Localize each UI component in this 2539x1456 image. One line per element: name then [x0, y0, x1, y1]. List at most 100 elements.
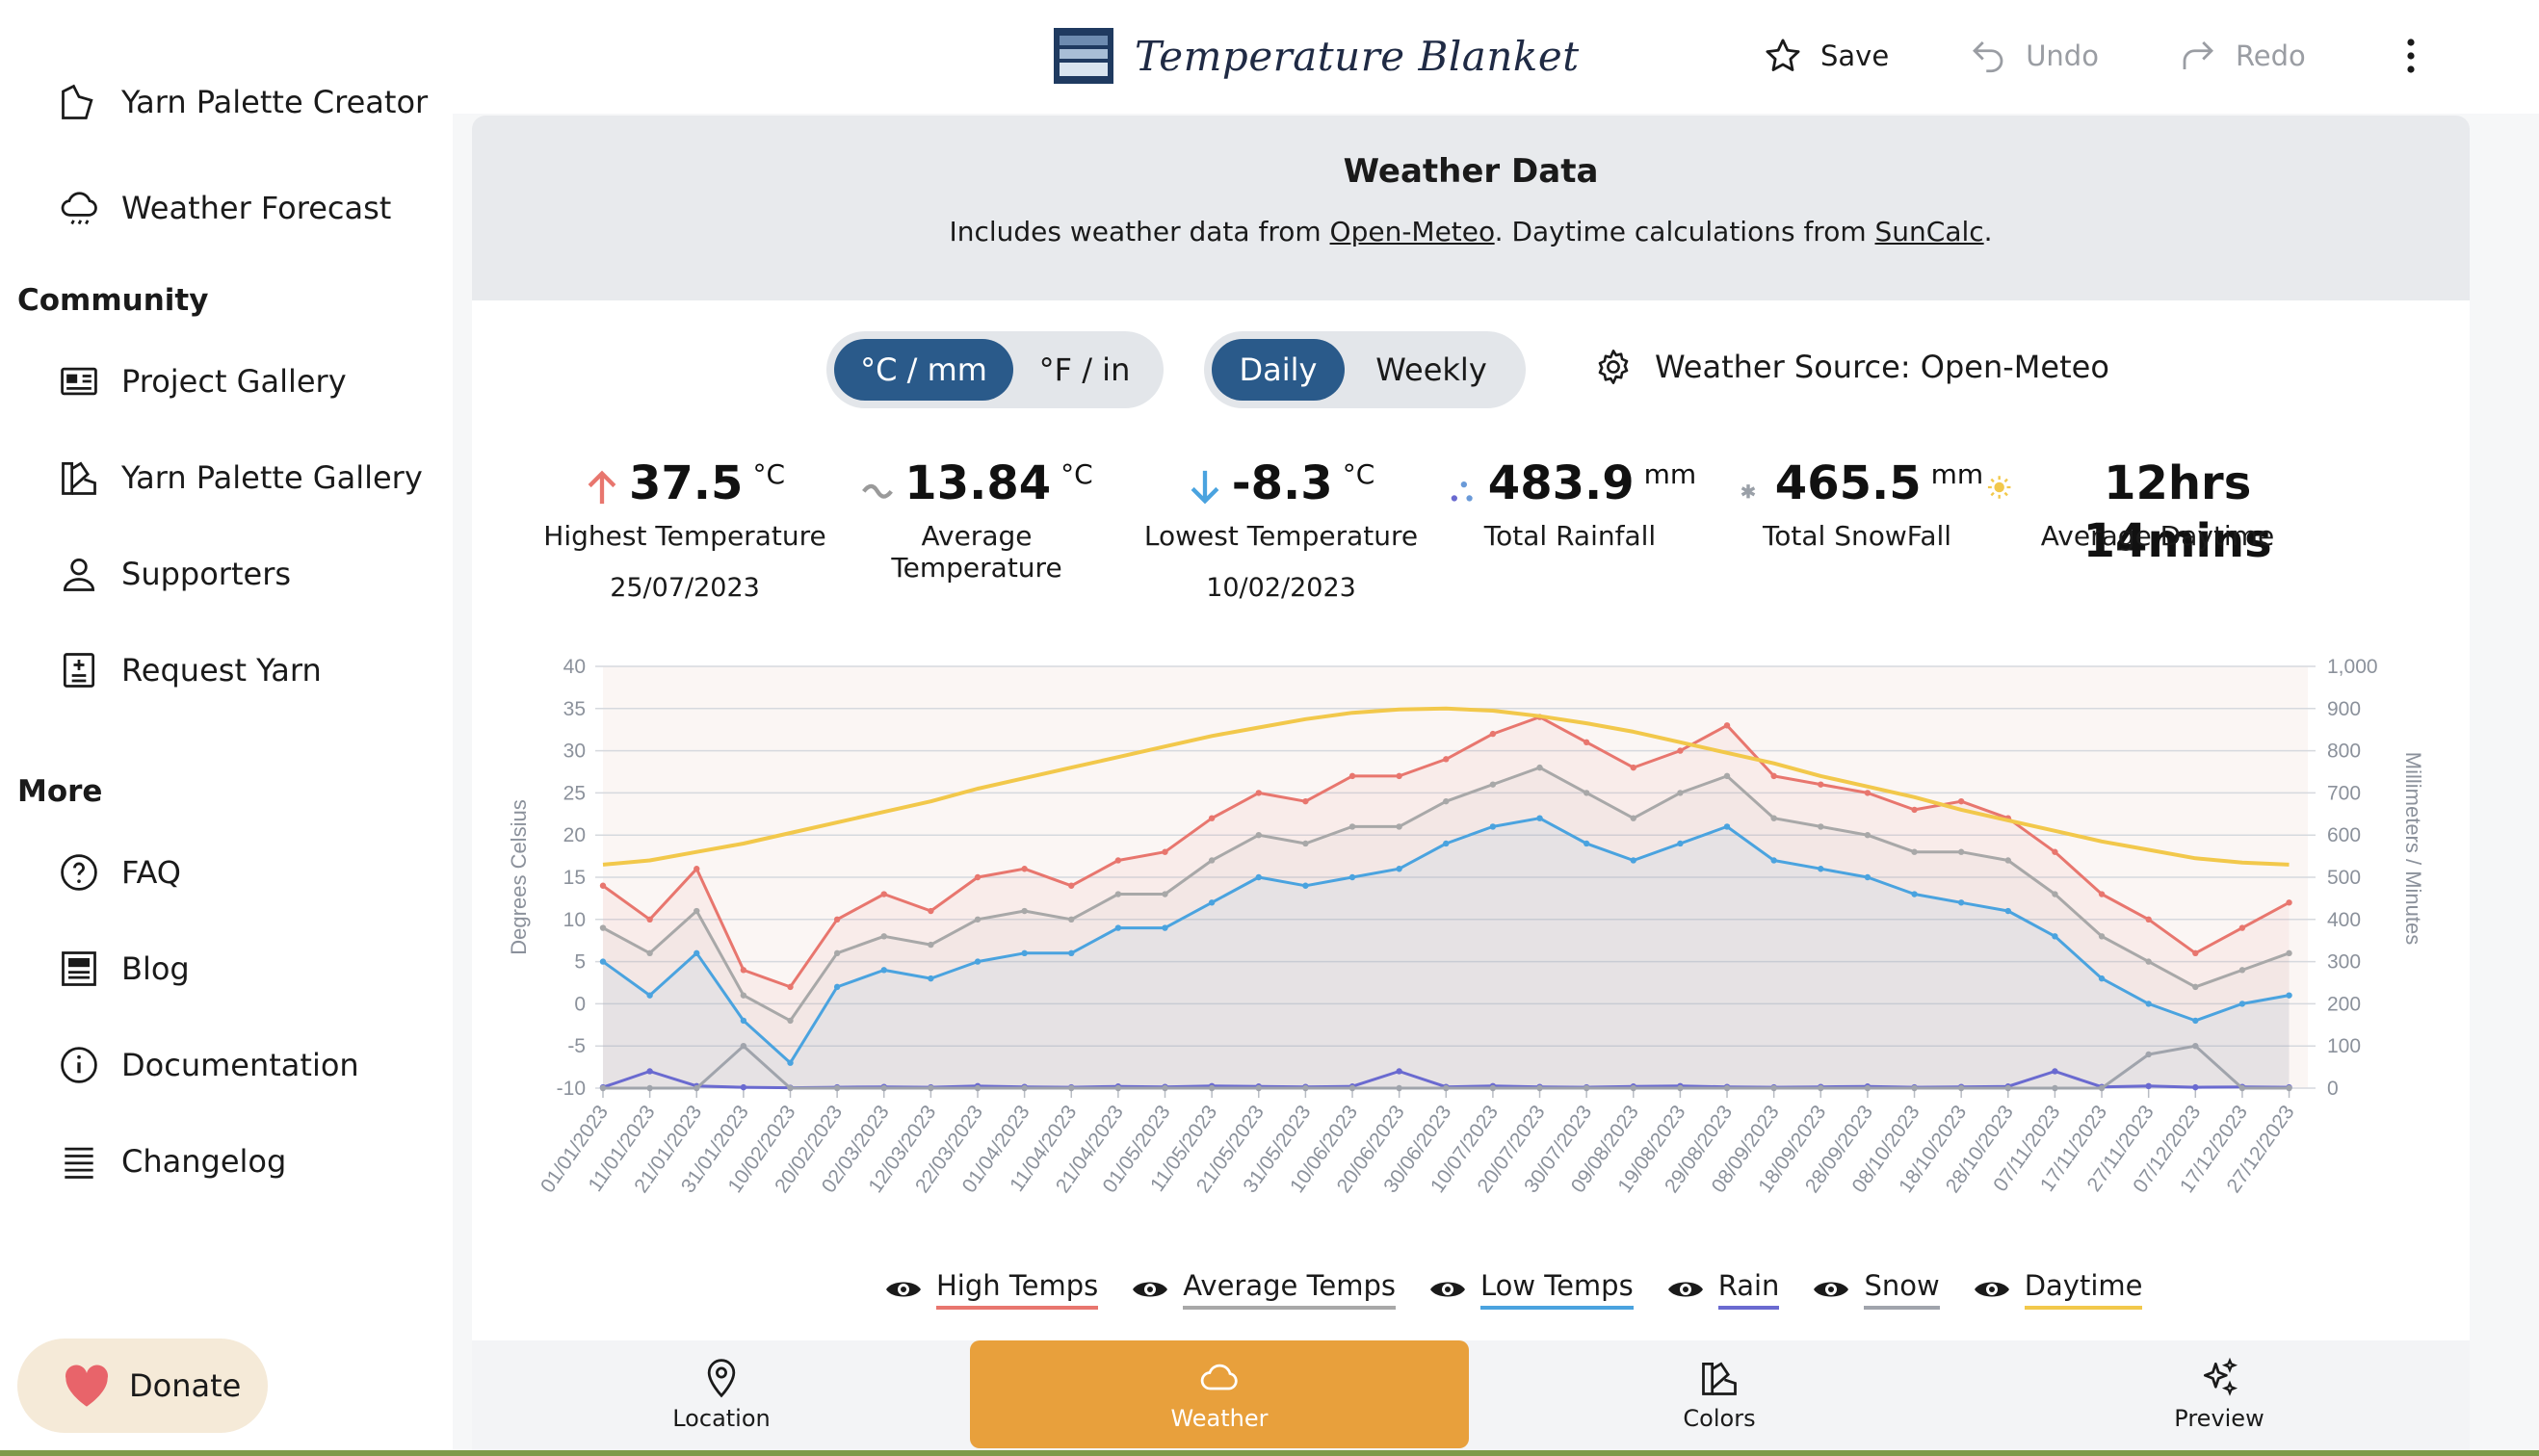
units-imperial-toggle[interactable]: °F / in	[1038, 351, 1131, 388]
snow-point	[1068, 1084, 1075, 1092]
blog-icon	[62, 951, 96, 986]
sidebar-item-project-gallery[interactable]: Project Gallery	[58, 360, 347, 403]
sidebar-item-weather-forecast[interactable]: Weather Forecast	[58, 187, 391, 229]
palette-icon	[62, 461, 96, 495]
stat-label: Total Rainfall	[1483, 520, 1657, 552]
snow-point	[740, 1043, 747, 1050]
snow-point	[2286, 1084, 2292, 1092]
kebab-menu-icon[interactable]	[2395, 33, 2427, 79]
stat-date: 25/07/2023	[610, 573, 760, 603]
low-temps-point	[2098, 975, 2106, 982]
sidebar-item-changelog[interactable]: Changelog	[58, 1140, 286, 1183]
snow-point	[1770, 1084, 1777, 1092]
legend-item-snow[interactable]: Snow	[1812, 1269, 1940, 1310]
y2-tick-label: 900	[2327, 698, 2361, 720]
snowflake-icon	[1741, 484, 1756, 499]
y-tick-label: 25	[563, 782, 586, 804]
sidebar-item-request-yarn[interactable]: Request Yarn	[58, 649, 322, 691]
average-temps-point	[2098, 933, 2106, 940]
low-temps-point	[1677, 840, 1684, 847]
average-temps-area	[603, 767, 2290, 1088]
sidebar-item-supporters[interactable]: Supporters	[58, 553, 291, 595]
low-temps-point	[1723, 823, 1731, 830]
high-temps-point	[646, 916, 653, 923]
y2-axis-label: Millimeters / Minutes	[2401, 752, 2425, 945]
low-temps-point	[833, 983, 841, 991]
snow-point	[1396, 1084, 1402, 1092]
brand[interactable]: Temperature Blanket	[1054, 25, 1580, 87]
high-temps-point	[1957, 797, 1965, 805]
low-temps-point	[1162, 924, 1168, 931]
nav-location[interactable]: Location	[472, 1340, 971, 1448]
donate-button[interactable]: Donate	[17, 1339, 268, 1433]
sidebar-item-yarn-palette-creator[interactable]: Yarn Palette Creator	[58, 81, 428, 123]
save-button[interactable]: Save	[1763, 36, 1889, 76]
nav-preview[interactable]: Preview	[1970, 1340, 2469, 1448]
location-pin-icon	[707, 1359, 736, 1398]
sidebar-item-faq[interactable]: FAQ	[58, 851, 181, 894]
snow-point	[1208, 1084, 1216, 1092]
high-temps-point	[2192, 949, 2199, 957]
low-temps-point	[694, 949, 700, 957]
y2-tick-label: 1,000	[2327, 656, 2378, 678]
open-meteo-link[interactable]: Open-Meteo	[1329, 216, 1495, 247]
eye-icon	[1974, 1282, 2009, 1297]
high-temps-point	[928, 907, 934, 915]
y-tick-label: -5	[567, 1035, 586, 1057]
suncalc-link[interactable]: SunCalc	[1874, 216, 1984, 247]
high-temps-point	[599, 882, 607, 889]
weather-source-button[interactable]: Weather Source: Open-Meteo	[1593, 347, 2109, 387]
sidebar-item-yarn-palette-gallery[interactable]: Yarn Palette Gallery	[58, 456, 423, 499]
nav-label: Colors	[1683, 1405, 1756, 1432]
weather-chart: 40 1,000 35 900 30 800 25 700 20 600 15 500 10 400 5 30…	[507, 656, 2425, 1197]
average-temps-point	[1911, 848, 1918, 855]
average-temps-point	[2286, 949, 2292, 957]
rain-point	[646, 1068, 653, 1075]
legend-item-average-temps[interactable]: Average Temps	[1131, 1269, 1396, 1310]
units-metric-toggle[interactable]: °C / mm	[834, 339, 1013, 401]
undo-button[interactable]: Undo	[1968, 36, 2099, 76]
stat-unit: mm	[1643, 458, 1697, 490]
stat-label: Average Daytime	[2040, 520, 2275, 552]
low-temps-point	[2286, 992, 2292, 999]
sidebar-item-documentation[interactable]: Documentation	[58, 1044, 359, 1086]
nav-weather[interactable]: Weather	[970, 1340, 1469, 1448]
high-temps-point	[2238, 924, 2246, 931]
subtitle-text: . Daytime calculations from	[1494, 216, 1875, 247]
stat-label: Average Temperature	[891, 520, 1062, 584]
sidebar: Yarn Palette Creator Weather Forecast Co…	[0, 84, 453, 1456]
average-temps-point	[1114, 891, 1122, 897]
legend-label: Rain	[1717, 1269, 1780, 1310]
period-weekly-toggle[interactable]: Weekly	[1375, 351, 1487, 388]
redo-label: Redo	[2235, 39, 2306, 72]
high-temps-point	[1677, 747, 1684, 754]
legend-item-rain[interactable]: Rain	[1666, 1269, 1780, 1310]
legend-label: Average Temps	[1183, 1269, 1396, 1310]
snow-point	[1162, 1084, 1168, 1092]
legend-item-low-temps[interactable]: Low Temps	[1428, 1269, 1634, 1310]
gallery-icon	[61, 367, 97, 396]
high-temps-point	[1348, 772, 1356, 780]
low-temps-point	[2145, 1001, 2152, 1007]
legend-item-high-temps[interactable]: High Temps	[884, 1269, 1099, 1310]
average-temps-point	[787, 1017, 794, 1025]
donate-label: Donate	[129, 1367, 242, 1404]
legend-item-daytime[interactable]: Daytime	[1973, 1269, 2143, 1310]
low-temps-point	[1489, 823, 1497, 830]
sidebar-item-label: Yarn Palette Gallery	[121, 459, 423, 496]
stat-value: 12hrs 14mins	[2082, 456, 2272, 568]
y2-tick-label: 300	[2327, 951, 2361, 974]
high-temps-point	[1068, 882, 1075, 889]
y-tick-label: 30	[563, 741, 586, 763]
sidebar-item-label: Weather Forecast	[121, 190, 392, 226]
sun-icon	[1987, 476, 2011, 499]
low-temps-point	[1911, 891, 1918, 897]
period-daily-toggle[interactable]: Daily	[1212, 339, 1345, 401]
redo-button[interactable]: Redo	[2178, 36, 2306, 76]
sidebar-item-label: Blog	[121, 950, 190, 987]
nav-colors[interactable]: Colors	[1470, 1340, 1969, 1448]
sidebar-item-blog[interactable]: Blog	[58, 948, 190, 990]
stat-average-daytime: 12hrs 14mins Average Daytime	[1984, 455, 2331, 568]
average-temps-point	[974, 916, 982, 923]
high-temps-point	[1162, 848, 1168, 855]
